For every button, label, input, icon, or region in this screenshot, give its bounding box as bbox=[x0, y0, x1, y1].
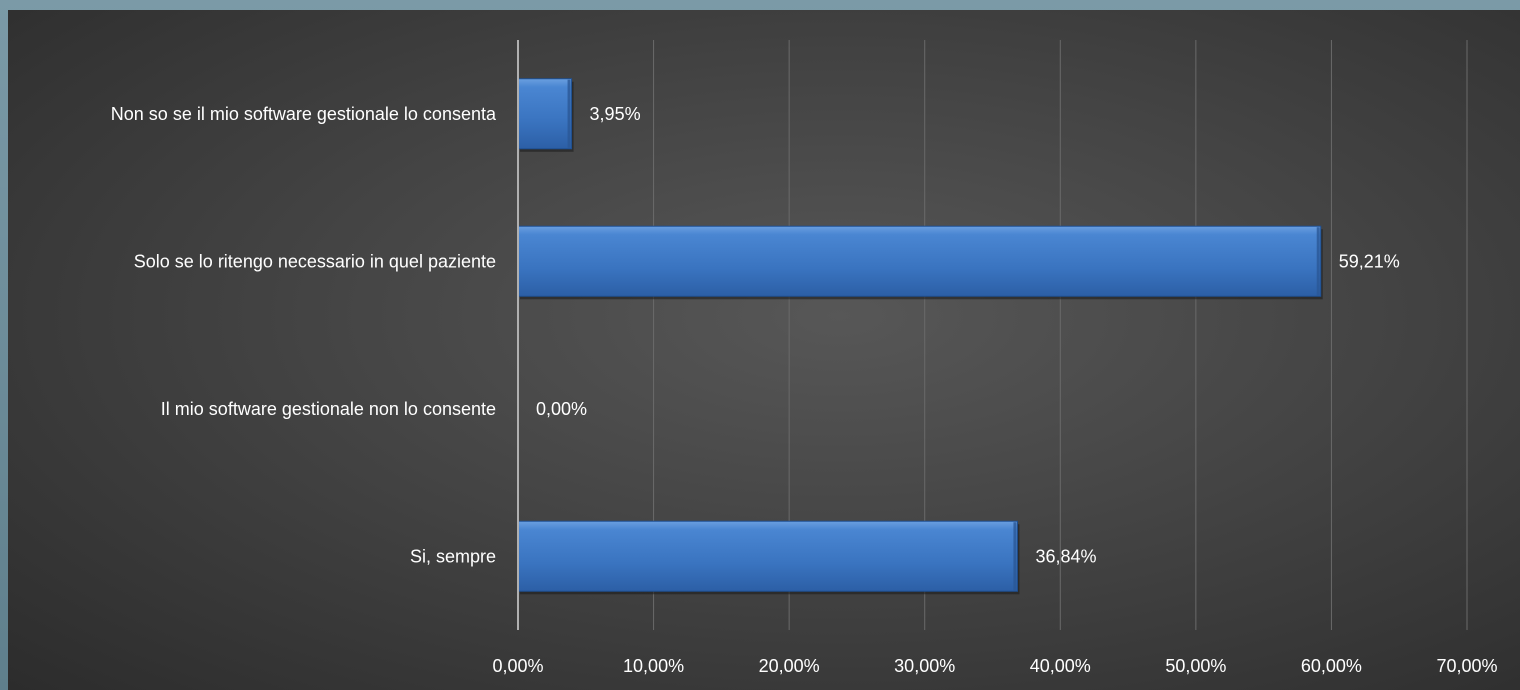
category-label: Non so se il mio software gestionale lo … bbox=[111, 104, 497, 124]
data-label: 36,84% bbox=[1035, 546, 1096, 566]
bar-fill bbox=[517, 225, 1322, 297]
x-tick-label: 60,00% bbox=[1301, 656, 1362, 676]
bar-bevel bbox=[1316, 227, 1320, 296]
x-tick-label: 0,00% bbox=[492, 656, 543, 676]
x-tick-label: 40,00% bbox=[1030, 656, 1091, 676]
bar-fill bbox=[517, 520, 1018, 592]
data-labels: 36,84% 0,00% 59,21% 3,95% bbox=[536, 104, 1400, 567]
category-label: Solo se lo ritengo necessario in quel pa… bbox=[134, 251, 496, 271]
category-label: Il mio software gestionale non lo consen… bbox=[161, 399, 496, 419]
bar bbox=[517, 78, 574, 152]
x-tick-label: 30,00% bbox=[894, 656, 955, 676]
data-label: 3,95% bbox=[590, 104, 641, 124]
bar bbox=[517, 520, 1020, 595]
bar-fill bbox=[517, 78, 573, 150]
bar bbox=[517, 225, 1323, 300]
x-tick-label: 50,00% bbox=[1165, 656, 1226, 676]
data-label: 59,21% bbox=[1339, 251, 1400, 271]
bar-bevel bbox=[567, 79, 571, 148]
x-tick-label: 10,00% bbox=[623, 656, 684, 676]
x-tick-labels: 0,00% 10,00% 20,00% 30,00% 40,00% 50,00% 60,00… bbox=[492, 656, 1497, 676]
bar-bevel bbox=[1013, 522, 1017, 591]
category-labels: Si, sempre Il mio software gestionale non… bbox=[111, 104, 497, 567]
gridlines bbox=[653, 40, 1468, 630]
data-label: 0,00% bbox=[536, 399, 587, 419]
category-label: Si, sempre bbox=[410, 546, 496, 566]
x-tick-label: 20,00% bbox=[759, 656, 820, 676]
x-tick-label: 70,00% bbox=[1436, 656, 1497, 676]
bars bbox=[517, 78, 1323, 595]
